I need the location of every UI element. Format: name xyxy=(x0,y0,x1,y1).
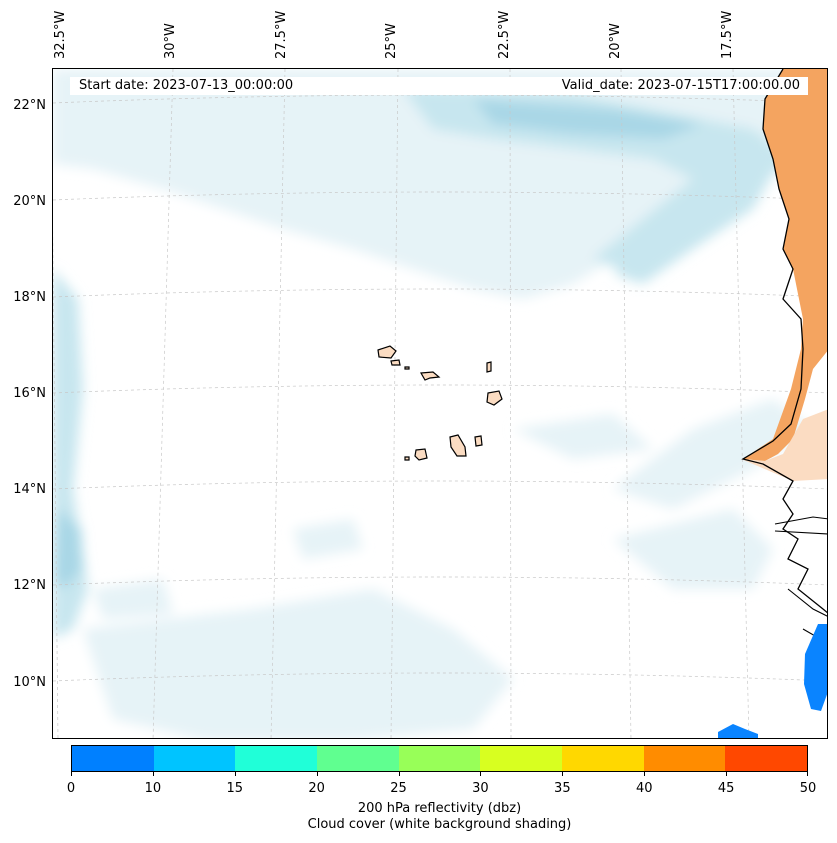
reflectivity-cells xyxy=(718,624,827,738)
colorbar-tick-label: 45 xyxy=(717,781,735,796)
colorbar-segment xyxy=(317,746,399,771)
gambia-river xyxy=(774,516,827,535)
land-senegal-light xyxy=(741,409,827,481)
colorbar-tick-label: 20 xyxy=(308,781,325,796)
lon-label-25w: 25°W xyxy=(384,23,399,59)
date-info-bar: Start date: 2023-07-13_00:00:00 Valid_da… xyxy=(70,77,808,95)
colorbar-segment xyxy=(72,746,154,771)
colorbar-segment xyxy=(153,746,236,771)
lon-label-22-5w: 22.5°W xyxy=(497,10,512,59)
island-sal xyxy=(486,361,492,373)
lat-label-10n: 10°N xyxy=(13,675,46,690)
colorbar-tick xyxy=(71,772,72,776)
cloud-cover-shading xyxy=(53,69,827,738)
start-date-label: Start date: 2023-07-13_00:00:00 xyxy=(79,78,294,93)
lat-label-22n: 22°N xyxy=(13,98,46,113)
colorbar-tick xyxy=(480,772,482,776)
lat-label-20n: 20°N xyxy=(13,194,46,209)
colorbar-tick-label: 10 xyxy=(144,781,162,796)
colorbar-segment xyxy=(562,746,644,771)
colorbar-tick xyxy=(726,772,728,776)
cloud-streak-diagonal xyxy=(613,174,773,284)
colorbar-tick-label: 0 xyxy=(66,781,76,796)
cloud-patch-west-core xyxy=(53,509,83,589)
colorbar-tick-label: 15 xyxy=(226,781,244,796)
cloud-band-south xyxy=(83,589,513,738)
island-sao-nicolau xyxy=(420,371,441,381)
lon-label-27-5w: 27.5°W xyxy=(274,10,289,59)
lon-label-32-5w: 32.5°W xyxy=(53,10,68,59)
reflectivity-cell-south xyxy=(718,724,758,738)
map-panel[interactable] xyxy=(52,68,828,739)
colorbar-segment xyxy=(725,746,808,771)
island-santiago xyxy=(449,434,467,457)
island-fogo xyxy=(414,448,428,461)
colorbar-tick xyxy=(644,772,646,776)
cloud-small-west xyxy=(93,579,173,619)
colorbar-tick xyxy=(316,772,318,776)
colorbar xyxy=(71,745,808,772)
colorbar-tick xyxy=(398,772,400,776)
colorbar-tick-label: 50 xyxy=(799,781,817,796)
cloud-band-north-core xyxy=(403,89,793,274)
colorbar-label: 200 hPa reflectivity (dbz) Cloud cover (… xyxy=(71,801,808,833)
colorbar-tick-label: 35 xyxy=(554,781,571,796)
colorbar-tick-label: 40 xyxy=(635,781,653,796)
graticule xyxy=(53,69,827,738)
island-boa-vista xyxy=(486,390,503,406)
africa-coast xyxy=(741,69,827,644)
colorbar-label-line1: 200 hPa reflectivity (dbz) xyxy=(357,801,522,816)
colorbar-segment xyxy=(235,746,318,771)
colorbar-label-line2: Cloud cover (white background shading) xyxy=(307,817,572,832)
island-maio xyxy=(474,435,483,447)
lon-label-17-5w: 17.5°W xyxy=(720,10,735,59)
cloud-band-southeast xyxy=(613,509,773,589)
lon-label-30w: 30°W xyxy=(163,23,178,59)
colorbar-segment xyxy=(398,746,481,771)
colorbar-segment xyxy=(480,746,563,771)
valid-date-label: Valid_date: 2023-07-15T17:00:00.00 xyxy=(561,78,800,93)
map-canvas xyxy=(53,69,827,738)
lon-label-20w: 20°W xyxy=(608,23,623,59)
lat-label-16n: 16°N xyxy=(13,386,46,401)
colorbar-tick xyxy=(807,772,808,776)
cape-verde-islands xyxy=(377,345,503,461)
cloud-band-east-mid xyxy=(513,414,653,459)
colorbar-tick xyxy=(562,772,564,776)
land-sahara-reflectivity xyxy=(743,69,827,461)
cloud-band-east xyxy=(613,399,813,509)
colorbar-segment xyxy=(643,746,726,771)
lat-label-12n: 12°N xyxy=(13,578,46,593)
island-brava xyxy=(404,456,410,461)
colorbar-tick xyxy=(234,772,236,776)
lat-label-18n: 18°N xyxy=(13,290,46,305)
island-santo-antao xyxy=(377,345,397,359)
island-santa-luzia xyxy=(404,366,410,370)
cloud-small-centre xyxy=(293,519,363,559)
colorbar-tick-label: 25 xyxy=(390,781,407,796)
colorbar-tick-label: 30 xyxy=(472,781,489,796)
reflectivity-cell-coast xyxy=(804,624,827,711)
colorbar-tick xyxy=(152,772,154,776)
cloud-band-dark-streak xyxy=(473,99,703,139)
lat-label-14n: 14°N xyxy=(13,482,46,497)
island-sao-vicente xyxy=(390,359,401,366)
coastline xyxy=(741,69,827,614)
